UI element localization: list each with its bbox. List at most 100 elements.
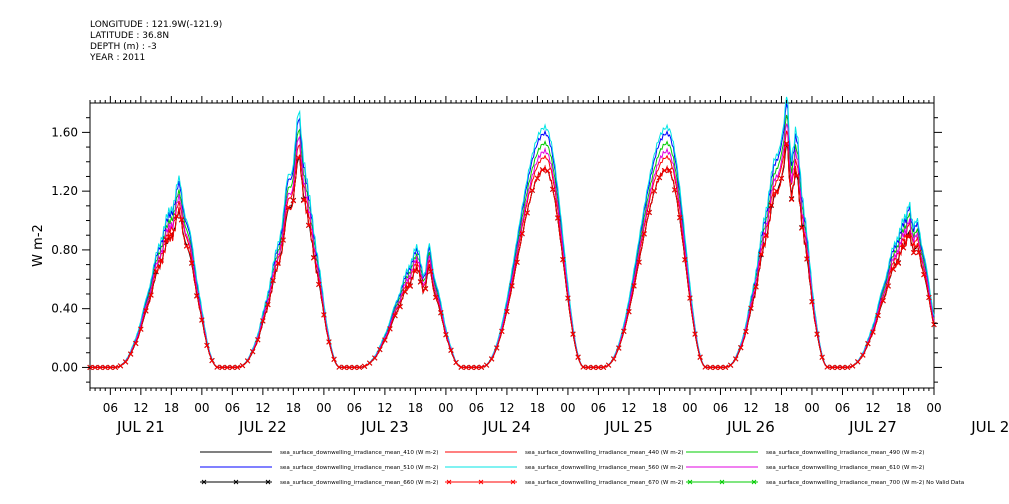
marker-stroke <box>911 250 917 256</box>
marker-stroke <box>743 328 749 335</box>
marker-stroke <box>250 348 256 355</box>
marker-stroke <box>733 356 739 362</box>
series-marker <box>331 356 337 362</box>
marker-stroke <box>397 304 403 310</box>
marker-stroke <box>636 259 642 265</box>
marker-stroke <box>468 364 474 371</box>
series-marker <box>448 347 454 353</box>
series-marker <box>824 364 830 370</box>
marker-stroke <box>799 225 805 231</box>
series-marker <box>148 292 154 298</box>
series-marker <box>539 167 546 173</box>
legend-item: sea_surface_downwelling_irradiance_mean_… <box>200 479 438 486</box>
series-marker <box>453 359 459 366</box>
marker-stroke <box>788 196 795 203</box>
marker-stroke <box>107 364 113 371</box>
series-marker <box>519 230 525 237</box>
marker-stroke <box>860 352 866 358</box>
series-marker <box>173 213 180 219</box>
series-marker <box>616 345 622 351</box>
series-marker <box>463 364 469 371</box>
series-marker <box>905 234 912 240</box>
x-day-label: JUL 24 <box>482 418 531 436</box>
series-marker <box>733 356 739 362</box>
marker-stroke <box>905 234 912 240</box>
series-marker <box>255 337 261 343</box>
marker-stroke <box>560 257 566 263</box>
series-marker <box>234 364 241 370</box>
x-tick-label: 06 <box>469 401 484 415</box>
series-marker <box>727 362 734 368</box>
marker-stroke <box>143 308 149 314</box>
series-marker <box>336 364 342 370</box>
marker-stroke <box>356 364 363 371</box>
series-marker <box>529 187 535 193</box>
legend-item: sea_surface_downwelling_irradiance_mean_… <box>445 479 683 486</box>
marker-stroke <box>778 175 785 182</box>
year-label: YEAR : 2011 <box>90 53 146 63</box>
series-marker <box>494 345 500 351</box>
series-marker <box>316 281 322 288</box>
legend-marker <box>751 479 757 485</box>
marker-stroke <box>575 354 581 360</box>
series-marker <box>295 155 302 161</box>
marker-stroke <box>555 215 561 221</box>
marker-stroke <box>122 359 129 365</box>
marker-stroke <box>448 347 454 353</box>
series-marker <box>799 225 805 231</box>
marker-stroke <box>366 360 373 366</box>
series-marker <box>183 243 190 249</box>
marker-stroke <box>443 332 449 338</box>
marker-stroke <box>616 345 622 351</box>
series-marker <box>107 364 113 371</box>
marker-stroke <box>341 364 347 371</box>
series-marker <box>672 187 678 193</box>
marker-stroke <box>880 298 886 304</box>
series-marker <box>244 358 251 364</box>
marker-stroke <box>265 301 271 308</box>
marker-stroke <box>285 204 291 210</box>
marker-stroke <box>97 364 103 371</box>
marker-stroke <box>661 167 668 174</box>
marker-stroke <box>565 295 571 301</box>
series-marker <box>885 283 891 289</box>
series-marker <box>900 245 907 251</box>
marker-stroke <box>550 186 556 193</box>
marker-stroke <box>372 355 378 361</box>
marker-stroke <box>600 364 607 370</box>
marker-stroke <box>244 358 251 364</box>
legend-marker <box>478 479 484 485</box>
marker-stroke <box>519 230 525 237</box>
series-marker <box>819 354 825 360</box>
series-marker <box>631 283 637 289</box>
marker-stroke <box>773 188 780 194</box>
series-marker <box>921 272 927 278</box>
marker-stroke <box>280 237 286 243</box>
marker-stroke <box>794 173 800 179</box>
series-marker <box>794 173 800 179</box>
marker-stroke <box>473 364 480 371</box>
series-marker <box>473 364 480 371</box>
series-marker <box>926 294 932 301</box>
series-marker <box>870 329 876 335</box>
marker-stroke <box>270 277 276 283</box>
series-marker <box>844 364 851 370</box>
marker-stroke <box>763 232 769 238</box>
x-tick-label: 18 <box>896 401 911 415</box>
series-marker <box>641 231 647 237</box>
x-tick-label: 00 <box>682 401 697 415</box>
x-tick-label: 06 <box>225 401 240 415</box>
marker-stroke <box>570 331 576 337</box>
marker-stroke <box>783 140 790 147</box>
x-tick-label: 12 <box>499 401 514 415</box>
marker-stroke <box>656 174 663 181</box>
series-marker <box>168 231 175 237</box>
series-marker <box>575 354 581 360</box>
series-marker <box>916 249 922 256</box>
marker-stroke <box>829 364 835 371</box>
x-tick-label: 18 <box>652 401 667 415</box>
x-tick-label: 18 <box>774 401 789 415</box>
marker-stroke <box>458 364 464 370</box>
y-tick-label: 1.60 <box>51 125 78 139</box>
marker-stroke <box>824 364 830 370</box>
